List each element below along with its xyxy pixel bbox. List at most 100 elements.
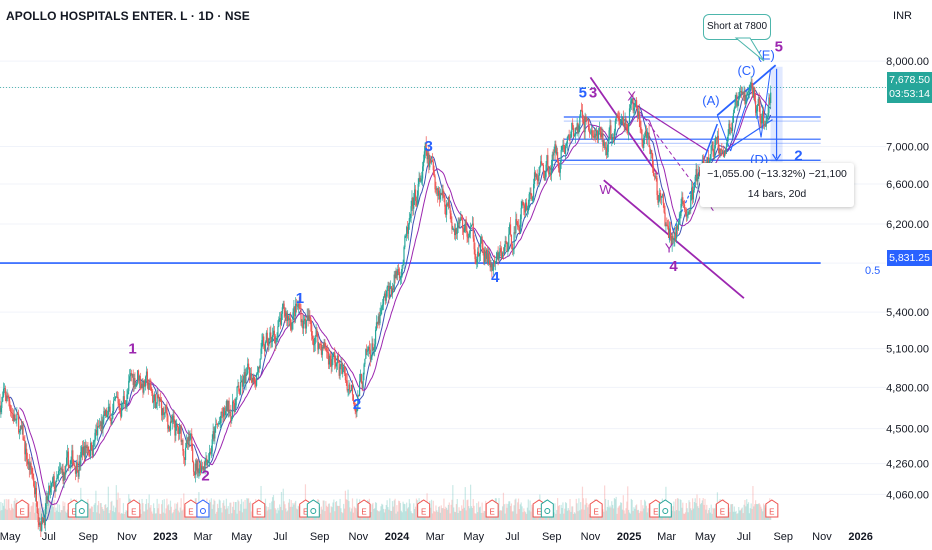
candle-body (525, 202, 527, 213)
volume-bar (54, 512, 56, 520)
candle-body (470, 224, 473, 227)
candle-body (248, 363, 250, 368)
candle-body (367, 347, 370, 351)
candle-body (447, 196, 449, 206)
candle-body (503, 247, 505, 254)
candle-body (675, 225, 678, 239)
candle-body (481, 236, 483, 248)
volume-bar (105, 504, 107, 520)
candle-body (385, 296, 387, 301)
wave-label: X (627, 89, 636, 104)
candle-body (723, 151, 725, 157)
volume-bar (404, 504, 406, 520)
candle-body (105, 409, 107, 416)
volume-bar (34, 512, 36, 520)
volume-bar (621, 509, 624, 520)
time-tick-label: May (231, 531, 252, 543)
volume-bar (179, 507, 181, 520)
volume-bar (690, 508, 692, 520)
volume-bar (675, 499, 677, 520)
volume-bar (291, 506, 293, 520)
short-callout[interactable]: Short at 7800 (703, 14, 771, 40)
candle-body (344, 373, 346, 381)
candle-body (750, 82, 752, 85)
candle-body (401, 264, 403, 272)
candle-body (271, 335, 274, 341)
candle-body (604, 147, 607, 149)
dividend-glyph (310, 508, 317, 514)
volume-bar (225, 498, 228, 520)
candle-body (495, 256, 497, 263)
candle-body (756, 105, 758, 112)
candle-body (166, 408, 168, 416)
volume-bar (462, 499, 465, 520)
candle-body (221, 412, 223, 413)
candle-body (62, 468, 64, 482)
candle-body (574, 127, 576, 136)
candle-body (121, 404, 123, 417)
volume-bar (140, 513, 142, 520)
candle-body (678, 218, 680, 223)
volume-bar (12, 508, 14, 520)
volume-bar (504, 513, 506, 520)
candle-body (104, 411, 106, 416)
volume-bar (352, 512, 354, 520)
volume-bar (405, 511, 407, 520)
candle-body (707, 157, 710, 164)
volume-bar (151, 511, 153, 520)
candle-body (161, 408, 164, 416)
candle-body (620, 121, 622, 125)
candle-body (372, 343, 374, 351)
volume-bar (646, 512, 648, 520)
volume-bar (62, 501, 64, 520)
candle-body (477, 251, 480, 257)
candle-body (491, 263, 493, 271)
candle-body (666, 224, 668, 226)
candle-body (121, 403, 124, 405)
candle-body (597, 131, 600, 139)
volume-bar (65, 512, 68, 520)
volume-bar (711, 513, 713, 520)
candle-body (488, 253, 490, 261)
candle-body (200, 464, 202, 473)
candle-body (395, 271, 397, 279)
volume-bar (744, 500, 746, 520)
volume-bar (584, 504, 586, 520)
candle-body (422, 166, 424, 179)
volume-bar (707, 510, 710, 520)
candle-body (192, 448, 194, 462)
volume-bar (28, 503, 30, 520)
candle-body (180, 425, 182, 442)
candle-body (620, 119, 623, 122)
candle-body (566, 136, 568, 144)
candle-body (59, 468, 61, 470)
candle-body (726, 140, 728, 147)
candle-body (226, 401, 228, 411)
candle-body (618, 117, 620, 121)
candle-body (16, 413, 18, 420)
volume-bar (373, 508, 375, 520)
volume-bar (232, 501, 235, 520)
volume-bar (388, 509, 390, 520)
candle-body (667, 226, 670, 238)
candle-body (392, 288, 394, 290)
volume-bar (5, 499, 7, 520)
measure-duration: 14 bars, 20d (747, 188, 807, 200)
volume-bar (455, 504, 457, 520)
volume-bar (570, 511, 572, 520)
candle-body (115, 396, 117, 398)
candle-body (278, 319, 280, 327)
candle-body (240, 382, 242, 395)
candle-body (656, 178, 658, 196)
candle-body (323, 342, 325, 349)
candle-body (530, 192, 532, 196)
candle-body (184, 447, 187, 461)
volume-bar (578, 498, 580, 520)
volume-bar (501, 506, 504, 520)
candle-body (340, 363, 342, 367)
price-axis: 4,060.004,260.004,500.004,800.005,100.00… (886, 56, 929, 501)
dividend-glyph (199, 508, 206, 514)
candle-body (257, 367, 259, 373)
candle-body (485, 252, 487, 259)
